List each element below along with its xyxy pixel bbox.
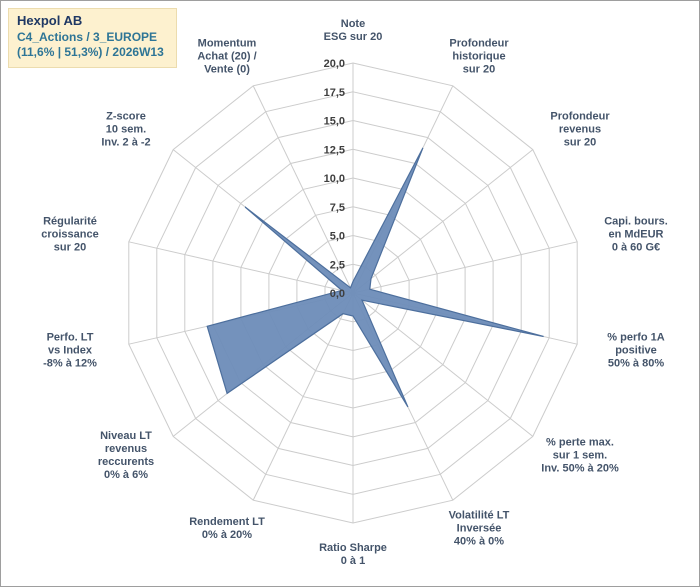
- security-name: Hexpol AB: [17, 13, 83, 28]
- data-series-polygon: [206, 147, 544, 408]
- portfolio-context: C4_Actions / 3_EUROPE: [17, 29, 158, 44]
- radial-tick-label: 12,5: [324, 144, 345, 156]
- radial-tick-label: 17,5: [324, 87, 345, 99]
- radar-spoke: [128, 241, 354, 294]
- radial-tick-label: 20,0: [324, 58, 345, 70]
- radial-tick-label: 15,0: [324, 116, 345, 128]
- radar-spoke: [352, 292, 534, 437]
- radial-tick-label: 7,5: [330, 202, 345, 214]
- radial-tick-label: 5,0: [330, 231, 345, 243]
- radar-spoke: [352, 241, 578, 294]
- radar-spoke: [352, 149, 534, 294]
- radial-tick-label: 0,0: [330, 288, 345, 300]
- radar-spoke: [252, 292, 354, 501]
- radar-spoke: [252, 85, 354, 294]
- weights-and-week: (11,6% | 51,3%) / 2026W13: [17, 45, 164, 60]
- radial-tick-label: 2,5: [330, 259, 345, 271]
- chart-title-box: Hexpol AB C4_Actions / 3_EUROPE (11,6% |…: [8, 8, 177, 69]
- radial-tick-label: 10,0: [324, 173, 345, 185]
